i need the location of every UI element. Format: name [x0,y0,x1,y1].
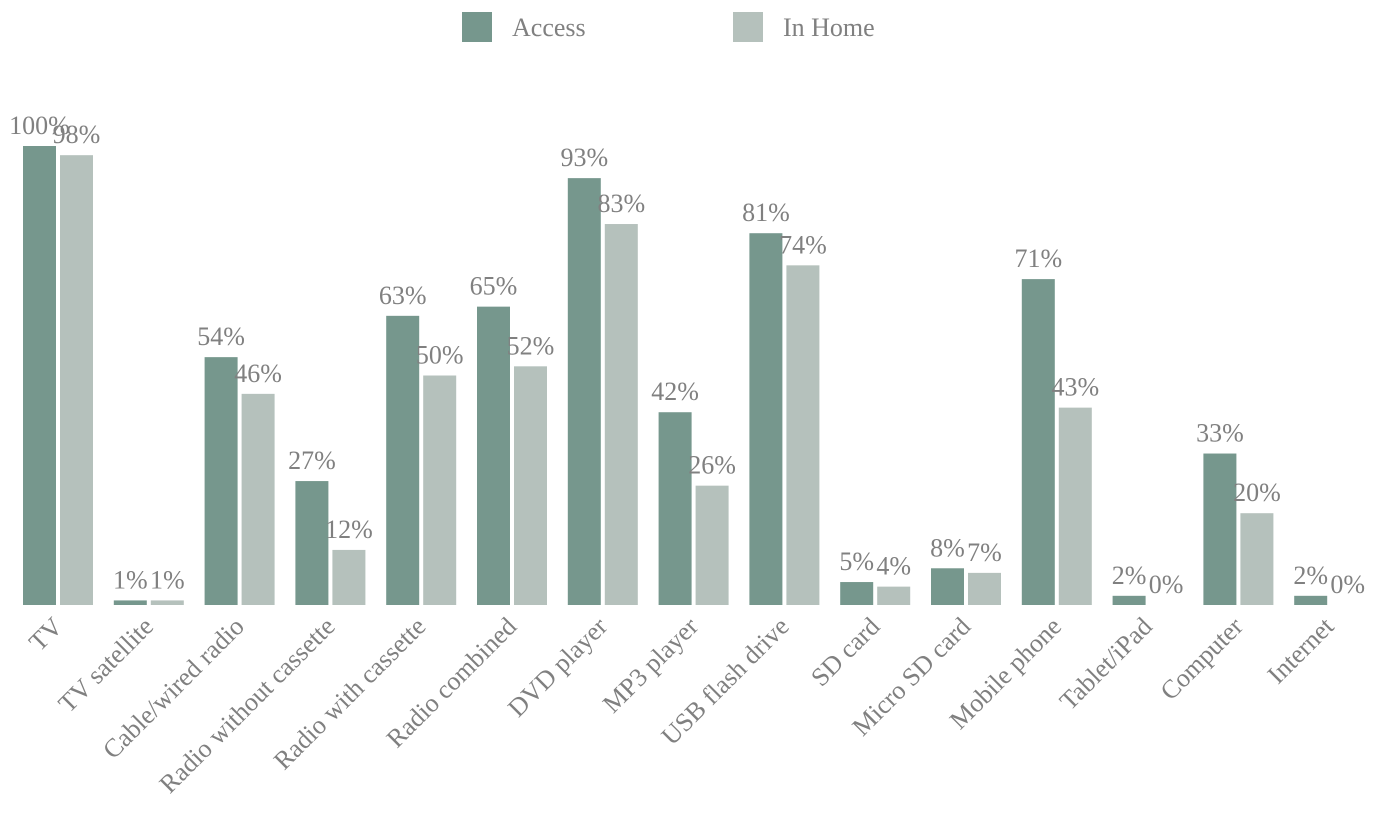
value-label: 8% [930,533,965,562]
value-label: 71% [1014,244,1062,273]
bar [150,600,184,605]
value-label: 27% [288,446,336,475]
bar [477,306,510,605]
x-tick-label: DVD player [502,611,613,722]
bar [658,412,692,605]
bar [1112,595,1146,605]
value-label: 93% [560,143,608,172]
x-tick-label: Computer [1155,612,1249,706]
legend-swatch [462,12,492,42]
bar [23,146,56,605]
value-label: 74% [779,230,827,259]
bar [1240,513,1274,605]
value-label: 20% [1233,478,1281,507]
value-label: 52% [507,331,555,360]
value-label: 1% [113,565,148,594]
bar [604,224,638,605]
bar [695,485,729,605]
legend-label: Access [512,13,586,42]
bar [60,155,93,605]
value-label: 100% [9,111,70,140]
value-label: 2% [1112,561,1147,590]
bar [567,178,601,605]
bar [786,265,820,605]
value-label: 63% [379,281,427,310]
bar [1021,279,1055,605]
bar [1058,407,1092,605]
value-label: 54% [197,322,245,351]
value-label: 42% [651,377,699,406]
value-label: 26% [688,451,736,480]
x-tick-label: TV [23,612,68,657]
value-label: 65% [470,272,518,301]
x-tick-label: SD card [805,612,885,692]
value-label: 98% [53,120,101,149]
bar [840,582,874,605]
bar [1203,453,1237,605]
bar [514,366,547,605]
bar [423,375,457,605]
value-label: 12% [325,515,373,544]
value-label: 81% [742,198,790,227]
bar [968,572,1001,605]
bar [386,315,420,605]
x-tick-label: Radio without cassette [154,612,341,799]
bar [204,357,238,605]
value-label: 50% [416,341,464,370]
value-label: 0% [1330,570,1365,599]
legend-swatch [733,12,763,42]
value-label: 5% [839,547,874,576]
bar [295,481,329,605]
value-label: 0% [1149,570,1184,599]
bar [241,393,275,605]
bar [931,568,964,605]
x-tick-label: Internet [1262,611,1340,689]
bar [113,600,147,605]
value-label: 1% [150,565,185,594]
legend-label: In Home [783,13,875,42]
bar [749,233,783,605]
value-label: 7% [967,538,1002,567]
value-label: 4% [876,552,911,581]
value-label: 33% [1196,419,1244,448]
value-label: 43% [1051,373,1099,402]
bar [1294,595,1328,605]
bar [332,549,366,605]
value-label: 2% [1293,561,1328,590]
x-tick-label: Tablet/iPad [1054,612,1158,716]
value-label: 83% [597,189,645,218]
x-tick-label: Radio with cassette [268,612,431,775]
bar [877,586,911,605]
value-label: 46% [234,359,282,388]
